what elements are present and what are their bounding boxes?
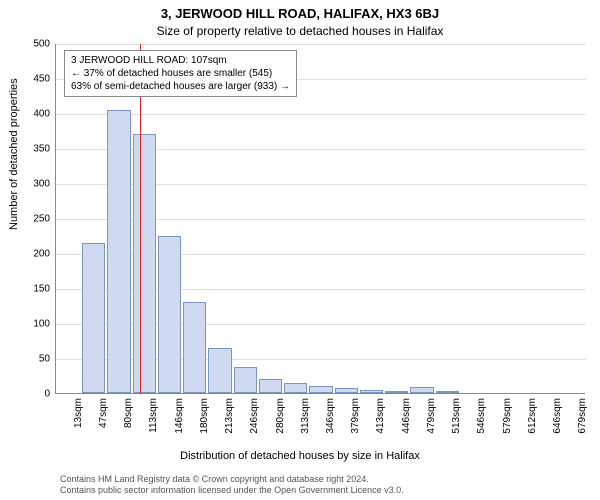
chart-title-main: 3, JERWOOD HILL ROAD, HALIFAX, HX3 6BJ (0, 6, 600, 21)
x-tick-label: 646sqm (552, 398, 563, 434)
x-tick-label: 413sqm (375, 398, 386, 434)
x-tick-label: 612sqm (527, 398, 538, 434)
y-tick-label: 0 (10, 389, 50, 400)
y-tick-label: 350 (10, 144, 50, 155)
y-tick-label: 50 (10, 354, 50, 365)
histogram-bar (107, 110, 130, 394)
x-tick-label: 679sqm (577, 398, 588, 434)
histogram-bar (234, 367, 257, 393)
gridline (56, 114, 586, 115)
histogram-bar (82, 243, 105, 394)
x-tick-label: 146sqm (174, 398, 185, 434)
x-tick-label: 13sqm (73, 398, 84, 428)
y-tick-label: 200 (10, 249, 50, 260)
x-tick-label: 47sqm (98, 398, 109, 428)
x-tick-label: 579sqm (502, 398, 513, 434)
x-tick-label: 213sqm (224, 398, 235, 434)
x-tick-label: 446sqm (401, 398, 412, 434)
x-tick-label: 346sqm (325, 398, 336, 434)
gridline (56, 44, 586, 45)
histogram-bar (284, 383, 307, 393)
x-tick-label: 479sqm (426, 398, 437, 434)
x-tick-label: 246sqm (249, 398, 260, 434)
histogram-bar (133, 134, 156, 393)
x-tick-label: 280sqm (275, 398, 286, 434)
annotation-line: 3 JERWOOD HILL ROAD: 107sqm (71, 54, 290, 67)
plot-bounds: 05010015020025030035040045050013sqm47sqm… (55, 44, 585, 394)
histogram-bar (436, 391, 459, 393)
histogram-bar (335, 388, 358, 393)
x-axis-label: Distribution of detached houses by size … (0, 450, 600, 462)
histogram-bar (309, 386, 332, 393)
x-tick-label: 379sqm (350, 398, 361, 434)
y-tick-label: 300 (10, 179, 50, 190)
footer-attribution: Contains HM Land Registry data © Crown c… (60, 474, 590, 497)
x-tick-label: 546sqm (476, 398, 487, 434)
x-tick-label: 313sqm (300, 398, 311, 434)
chart-container: 3, JERWOOD HILL ROAD, HALIFAX, HX3 6BJ S… (0, 0, 600, 500)
x-tick-label: 113sqm (148, 398, 159, 433)
annotation-box: 3 JERWOOD HILL ROAD: 107sqm← 37% of deta… (64, 50, 297, 97)
plot-area: 05010015020025030035040045050013sqm47sqm… (55, 44, 585, 394)
x-tick-label: 80sqm (123, 398, 134, 428)
annotation-line: ← 37% of detached houses are smaller (54… (71, 67, 290, 80)
histogram-bar (208, 348, 231, 393)
histogram-bar (158, 236, 181, 394)
footer-line-1: Contains HM Land Registry data © Crown c… (60, 474, 590, 485)
chart-title-sub: Size of property relative to detached ho… (0, 24, 600, 38)
y-tick-label: 450 (10, 74, 50, 85)
annotation-line: 63% of semi-detached houses are larger (… (71, 80, 290, 93)
y-tick-label: 500 (10, 39, 50, 50)
histogram-bar (360, 390, 383, 394)
x-tick-label: 513sqm (451, 398, 462, 434)
histogram-bar (410, 387, 433, 393)
y-tick-label: 100 (10, 319, 50, 330)
y-tick-label: 250 (10, 214, 50, 225)
y-tick-label: 150 (10, 284, 50, 295)
histogram-bar (183, 302, 206, 393)
y-tick-label: 400 (10, 109, 50, 120)
histogram-bar (259, 379, 282, 393)
footer-line-2: Contains public sector information licen… (60, 485, 590, 496)
histogram-bar (385, 391, 408, 393)
x-tick-label: 180sqm (199, 398, 210, 434)
